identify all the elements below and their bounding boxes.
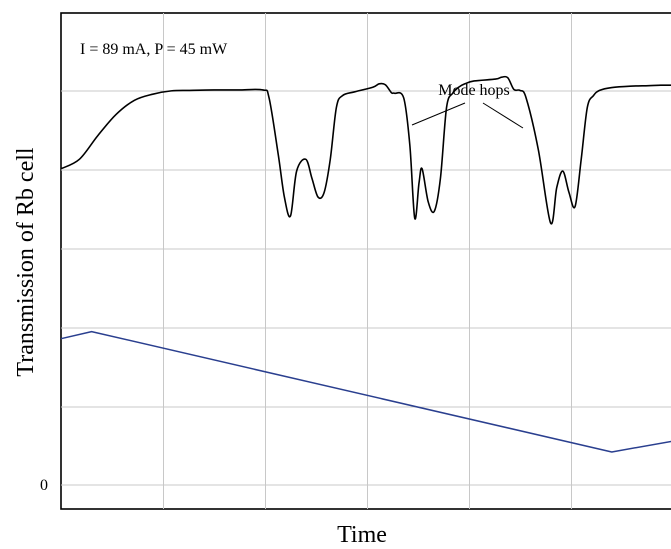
mode-hops-pointer-left	[411, 102, 466, 126]
annotation-label: I = 89 mA, P = 45 mW	[80, 41, 228, 58]
plot-frame	[60, 12, 671, 510]
y-axis-label: Transmission of Rb cell	[13, 147, 39, 376]
mode-hops-label: Mode hops	[438, 82, 510, 99]
series-ramp-line	[60, 330, 671, 453]
x-axis-label: Time	[337, 522, 387, 548]
series-layer	[60, 75, 671, 453]
y-tick-label-0: 0	[40, 477, 48, 494]
series-transmission-line	[60, 75, 671, 225]
grid	[61, 13, 671, 509]
mode-hops-pointer-right	[482, 102, 524, 129]
